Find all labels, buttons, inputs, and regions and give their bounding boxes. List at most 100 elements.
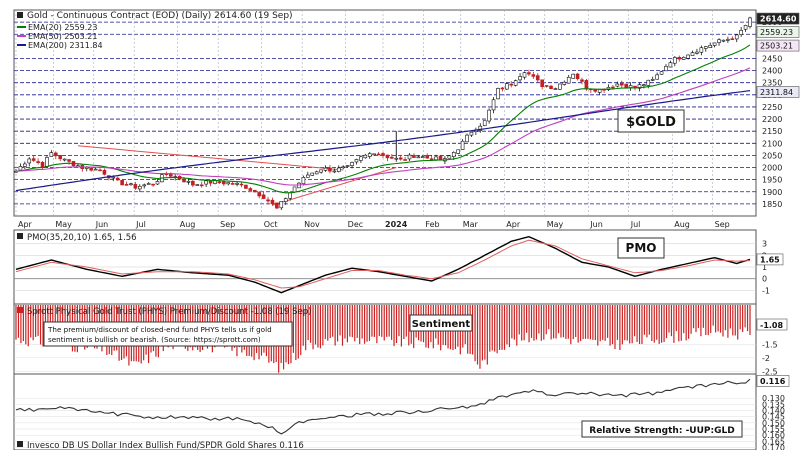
price-candle <box>257 192 261 197</box>
gold-label: $GOLD <box>626 115 676 130</box>
price-candle <box>14 170 18 173</box>
price-candle <box>270 199 275 205</box>
price-candle <box>18 166 23 171</box>
price-candle <box>549 85 553 89</box>
price-candle <box>155 181 160 185</box>
price-candle <box>518 76 522 81</box>
price-candle <box>151 183 155 186</box>
price-candle <box>717 39 721 43</box>
month-label: Sep <box>715 220 730 229</box>
price-candle <box>646 79 651 86</box>
price-candle <box>739 29 743 35</box>
price-candle <box>412 155 416 158</box>
rs-line <box>15 378 751 435</box>
price-candle <box>261 194 266 199</box>
price-candle <box>301 177 306 185</box>
sentiment-tick-label: -2 <box>762 354 770 363</box>
price-candle <box>191 180 195 186</box>
price-candle <box>416 156 421 159</box>
price-candle <box>677 56 682 60</box>
price-candle <box>115 177 120 181</box>
sentiment-tick-label: -1.5 <box>762 340 778 349</box>
price-candle <box>593 89 598 92</box>
price-candle <box>522 72 527 78</box>
price-candle <box>288 192 292 199</box>
rs-tick-label: 0.160 <box>762 431 785 440</box>
rs-tick-label: 0.145 <box>762 413 785 422</box>
price-candle <box>367 153 372 157</box>
price-value-box <box>756 26 800 38</box>
price-candle <box>208 180 213 184</box>
price-candle <box>235 183 239 185</box>
rs-tick-label: 0.165 <box>762 437 785 446</box>
price-candle <box>642 84 646 86</box>
price-candle <box>204 180 208 185</box>
price-candle <box>89 167 93 171</box>
price-legend: Gold - Continuous Contract (EOD) (Daily)… <box>17 11 293 50</box>
price-candle <box>655 74 659 80</box>
price-candle <box>142 184 147 187</box>
price-candle <box>575 73 580 80</box>
ema200-legend: EMA(200) 2311.84 <box>28 41 103 50</box>
price-candle <box>133 184 138 189</box>
month-label: Jul <box>135 220 146 229</box>
price-candle <box>27 158 32 164</box>
price-candle <box>478 125 483 131</box>
price-value-label: 2503.21 <box>760 42 793 51</box>
price-candle <box>434 156 438 160</box>
price-candle <box>611 86 615 89</box>
price-candle <box>650 79 655 81</box>
month-label: 2024 <box>385 220 408 229</box>
price-candle <box>31 158 36 161</box>
price-candle <box>447 155 452 159</box>
price-candle <box>465 134 469 143</box>
ema20-line <box>15 44 751 194</box>
price-candle <box>619 82 624 86</box>
price-candle <box>734 34 739 40</box>
price-candle <box>425 155 430 159</box>
ema50-line <box>15 67 751 186</box>
price-candle <box>394 157 399 160</box>
price-candle <box>496 88 500 100</box>
price-candle <box>695 51 699 54</box>
rs-tick-label: 0.135 <box>762 400 785 409</box>
sentiment-value-box <box>756 318 788 331</box>
price-candle <box>292 186 297 193</box>
price-candle <box>438 155 443 161</box>
price-tick-label: 2050 <box>762 151 782 160</box>
price-candle <box>513 80 518 86</box>
month-label: May <box>547 220 564 229</box>
price-candle <box>487 109 491 122</box>
price-candle <box>659 71 664 75</box>
sentiment-legend: Sprott Physical Gold Trust (PHYS) Premiu… <box>17 307 312 317</box>
pmo-label: PMO <box>626 241 657 255</box>
price-candle <box>376 153 381 156</box>
month-label: Aug <box>674 220 690 229</box>
price-candle <box>23 163 27 167</box>
price-candle <box>226 182 231 185</box>
sentiment-note-box: The premium/discount of closed-end fund … <box>43 321 293 347</box>
price-candle <box>381 153 385 156</box>
price-candle <box>129 183 133 186</box>
price-candle <box>354 159 359 163</box>
rs-tick-label: 0.170 <box>762 444 785 450</box>
price-tick-label: 1850 <box>762 200 782 209</box>
price-candle <box>102 169 107 175</box>
price-value-box <box>756 86 800 98</box>
rs-tick-label: 0.130 <box>762 394 785 403</box>
price-candle <box>451 152 456 157</box>
price-candle <box>195 184 200 186</box>
price-candle <box>726 39 730 41</box>
price-candle <box>266 199 270 202</box>
price-candle <box>748 17 752 27</box>
pmo-legend: PMO(35,20,10) 1.65, 1.56 <box>17 233 137 243</box>
price-tick-label: 2000 <box>762 164 782 173</box>
sentiment-note-line1: The premium/discount of closed-end fund … <box>47 325 272 334</box>
price-candle <box>708 44 713 48</box>
sentiment-annotation: Sentiment <box>409 314 473 332</box>
rs-legend: Invesco DB US Dollar Index Bullish Fund/… <box>17 441 304 450</box>
price-title: Gold - Continuous Contract (EOD) (Daily)… <box>27 11 293 21</box>
price-tick-label: 1900 <box>762 188 782 197</box>
price-candle <box>562 81 567 85</box>
price-candle <box>690 52 695 56</box>
